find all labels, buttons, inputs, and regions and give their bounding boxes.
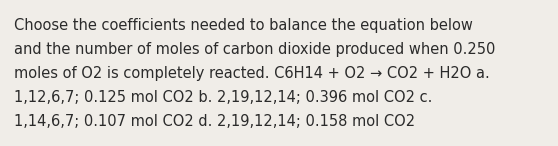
Text: and the number of moles of carbon dioxide produced when 0.250: and the number of moles of carbon dioxid… xyxy=(14,42,496,57)
Text: moles of O2 is completely reacted. C6H14 + O2 → CO2 + H2O a.: moles of O2 is completely reacted. C6H14… xyxy=(14,66,490,81)
Text: 1,14,6,7; 0.107 mol CO2 d. 2,19,12,14; 0.158 mol CO2: 1,14,6,7; 0.107 mol CO2 d. 2,19,12,14; 0… xyxy=(14,114,415,129)
Text: Choose the coefficients needed to balance the equation below: Choose the coefficients needed to balanc… xyxy=(14,18,473,33)
Text: 1,12,6,7; 0.125 mol CO2 b. 2,19,12,14; 0.396 mol CO2 c.: 1,12,6,7; 0.125 mol CO2 b. 2,19,12,14; 0… xyxy=(14,90,432,105)
